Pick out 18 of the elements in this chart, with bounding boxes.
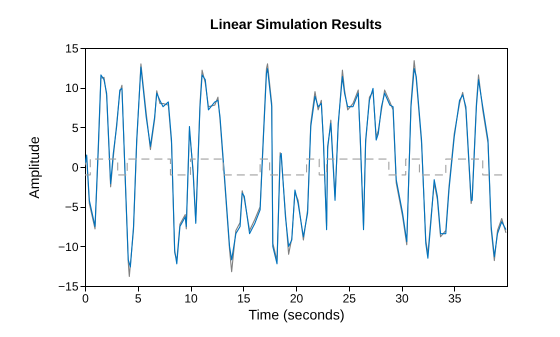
chart-title: Linear Simulation Results [210,16,382,32]
x-tick-label: 15 [237,292,251,306]
x-tick-label: 20 [290,292,304,306]
y-tick-label: −5 [64,200,79,214]
y-tick-label: −10 [58,240,79,254]
x-tick-label: 0 [82,292,90,306]
x-tick-label: 35 [448,292,462,306]
x-axis-title: Time (seconds) [248,306,344,322]
y-tick-label: 10 [65,81,79,96]
y-axis-title: Amplitude [26,136,42,199]
x-tick-label: 10 [184,292,198,306]
x-tick-label: 25 [342,292,356,306]
x-tick-label: 30 [395,292,409,306]
y-tick-label: 15 [65,42,79,56]
y-tick-label: 0 [72,160,79,174]
y-tick-label: −15 [58,280,79,294]
x-tick-label: 5 [134,292,142,306]
y-tick-label: 5 [72,120,79,135]
